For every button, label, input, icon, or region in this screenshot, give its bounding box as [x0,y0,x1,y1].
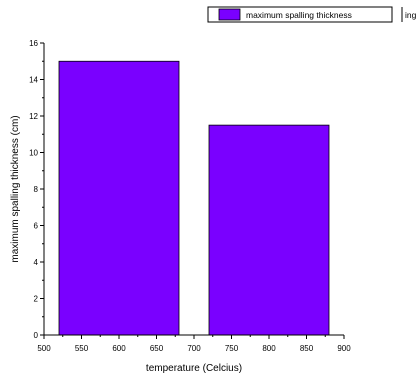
x-axis-title: temperature (Celcius) [146,363,242,374]
y-tick-label: 12 [29,112,38,121]
y-tick-label: 14 [29,76,38,85]
y-ticks-group: 0 2 4 6 8 10 12 14 16 [29,39,44,340]
x-tick-label: 800 [262,344,276,353]
y-tick-label: 10 [29,149,38,158]
legend-swatch [218,8,241,21]
x-tick-label: 500 [37,344,51,353]
y-tick-label: 2 [34,295,39,304]
bar-800 [208,124,330,336]
y-tick-label: 0 [34,331,39,340]
y-tick-label: 4 [34,258,39,267]
bars-group [58,60,330,336]
legend-box [207,6,393,23]
x-tick-label: 600 [112,344,126,353]
y-axis-title: maximum spalling thickness (cm) [10,115,21,262]
x-ticks-group: 500 550 600 650 700 750 800 850 900 [37,335,351,353]
legend: maximum spalling thickness [207,6,393,23]
x-tick-label: 550 [75,344,89,353]
legend-label: maximum spalling thickness [246,10,352,20]
legend-extra: ing [401,7,417,22]
x-tick-label: 900 [337,344,351,353]
x-tick-label: 750 [225,344,239,353]
bar-600 [58,60,180,336]
x-tick-label: 700 [187,344,201,353]
x-tick-label: 650 [150,344,164,353]
y-tick-label: 16 [29,39,38,48]
y-tick-label: 6 [34,222,39,231]
legend-extra-label: ing [405,10,417,20]
y-tick-label: 8 [34,185,39,194]
x-tick-label: 850 [300,344,314,353]
